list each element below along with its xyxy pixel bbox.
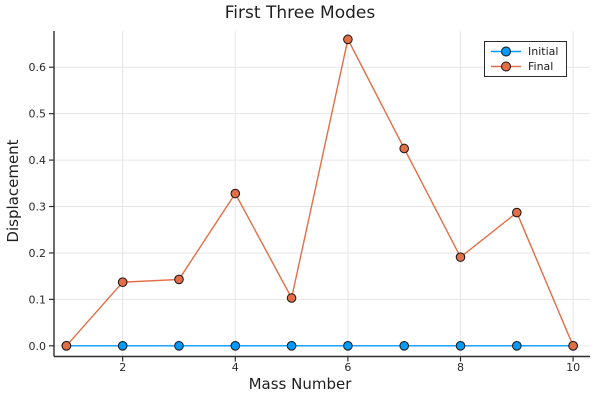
data-point-initial — [174, 341, 184, 351]
data-point-initial — [286, 341, 297, 351]
legend-box: Initial Final — [484, 41, 568, 77]
x-tick-label: 6 — [344, 361, 351, 374]
data-point-initial — [230, 341, 241, 351]
data-point-final — [568, 341, 578, 351]
y-tick-label: 0.1 — [29, 293, 47, 306]
y-tick-label: 0.3 — [29, 201, 47, 214]
legend-sample-initial — [491, 46, 521, 57]
series-line-final — [65, 37, 574, 347]
data-point-final — [174, 274, 184, 285]
y-tick-label: 0.0 — [29, 340, 47, 353]
data-point-initial — [399, 341, 410, 351]
x-tick-label: 10 — [566, 361, 580, 374]
chart-title: First Three Modes — [224, 3, 376, 23]
x-tick-label: 2 — [119, 361, 126, 374]
data-point-final — [117, 277, 128, 288]
y-axis-label: Displacement — [4, 139, 22, 243]
y-tick-label: 0.6 — [29, 61, 47, 74]
data-point-final — [399, 143, 410, 154]
data-point-initial — [117, 341, 128, 351]
data-point-final — [61, 341, 72, 351]
y-tick-label: 0.2 — [29, 247, 47, 260]
data-point-initial — [343, 341, 353, 351]
legend-sample-final — [491, 61, 521, 72]
x-axis-label: Mass Number — [248, 375, 352, 393]
y-tick-label: 0.5 — [29, 108, 47, 121]
data-point-final — [512, 207, 522, 218]
legend-entry-initial: Initial — [489, 44, 558, 59]
data-point-final — [455, 252, 466, 262]
data-point-final — [230, 188, 241, 199]
data-point-initial — [512, 341, 522, 351]
legend-label: Final — [528, 60, 554, 73]
x-tick-label: 4 — [232, 361, 239, 374]
x-tick-label: 8 — [457, 361, 464, 374]
data-point-final — [286, 293, 297, 303]
legend-entry-final: Final — [489, 59, 558, 74]
y-tick-label: 0.4 — [29, 154, 47, 167]
legend-label: Initial — [528, 45, 559, 58]
data-point-initial — [455, 341, 466, 351]
data-point-final — [343, 34, 353, 45]
